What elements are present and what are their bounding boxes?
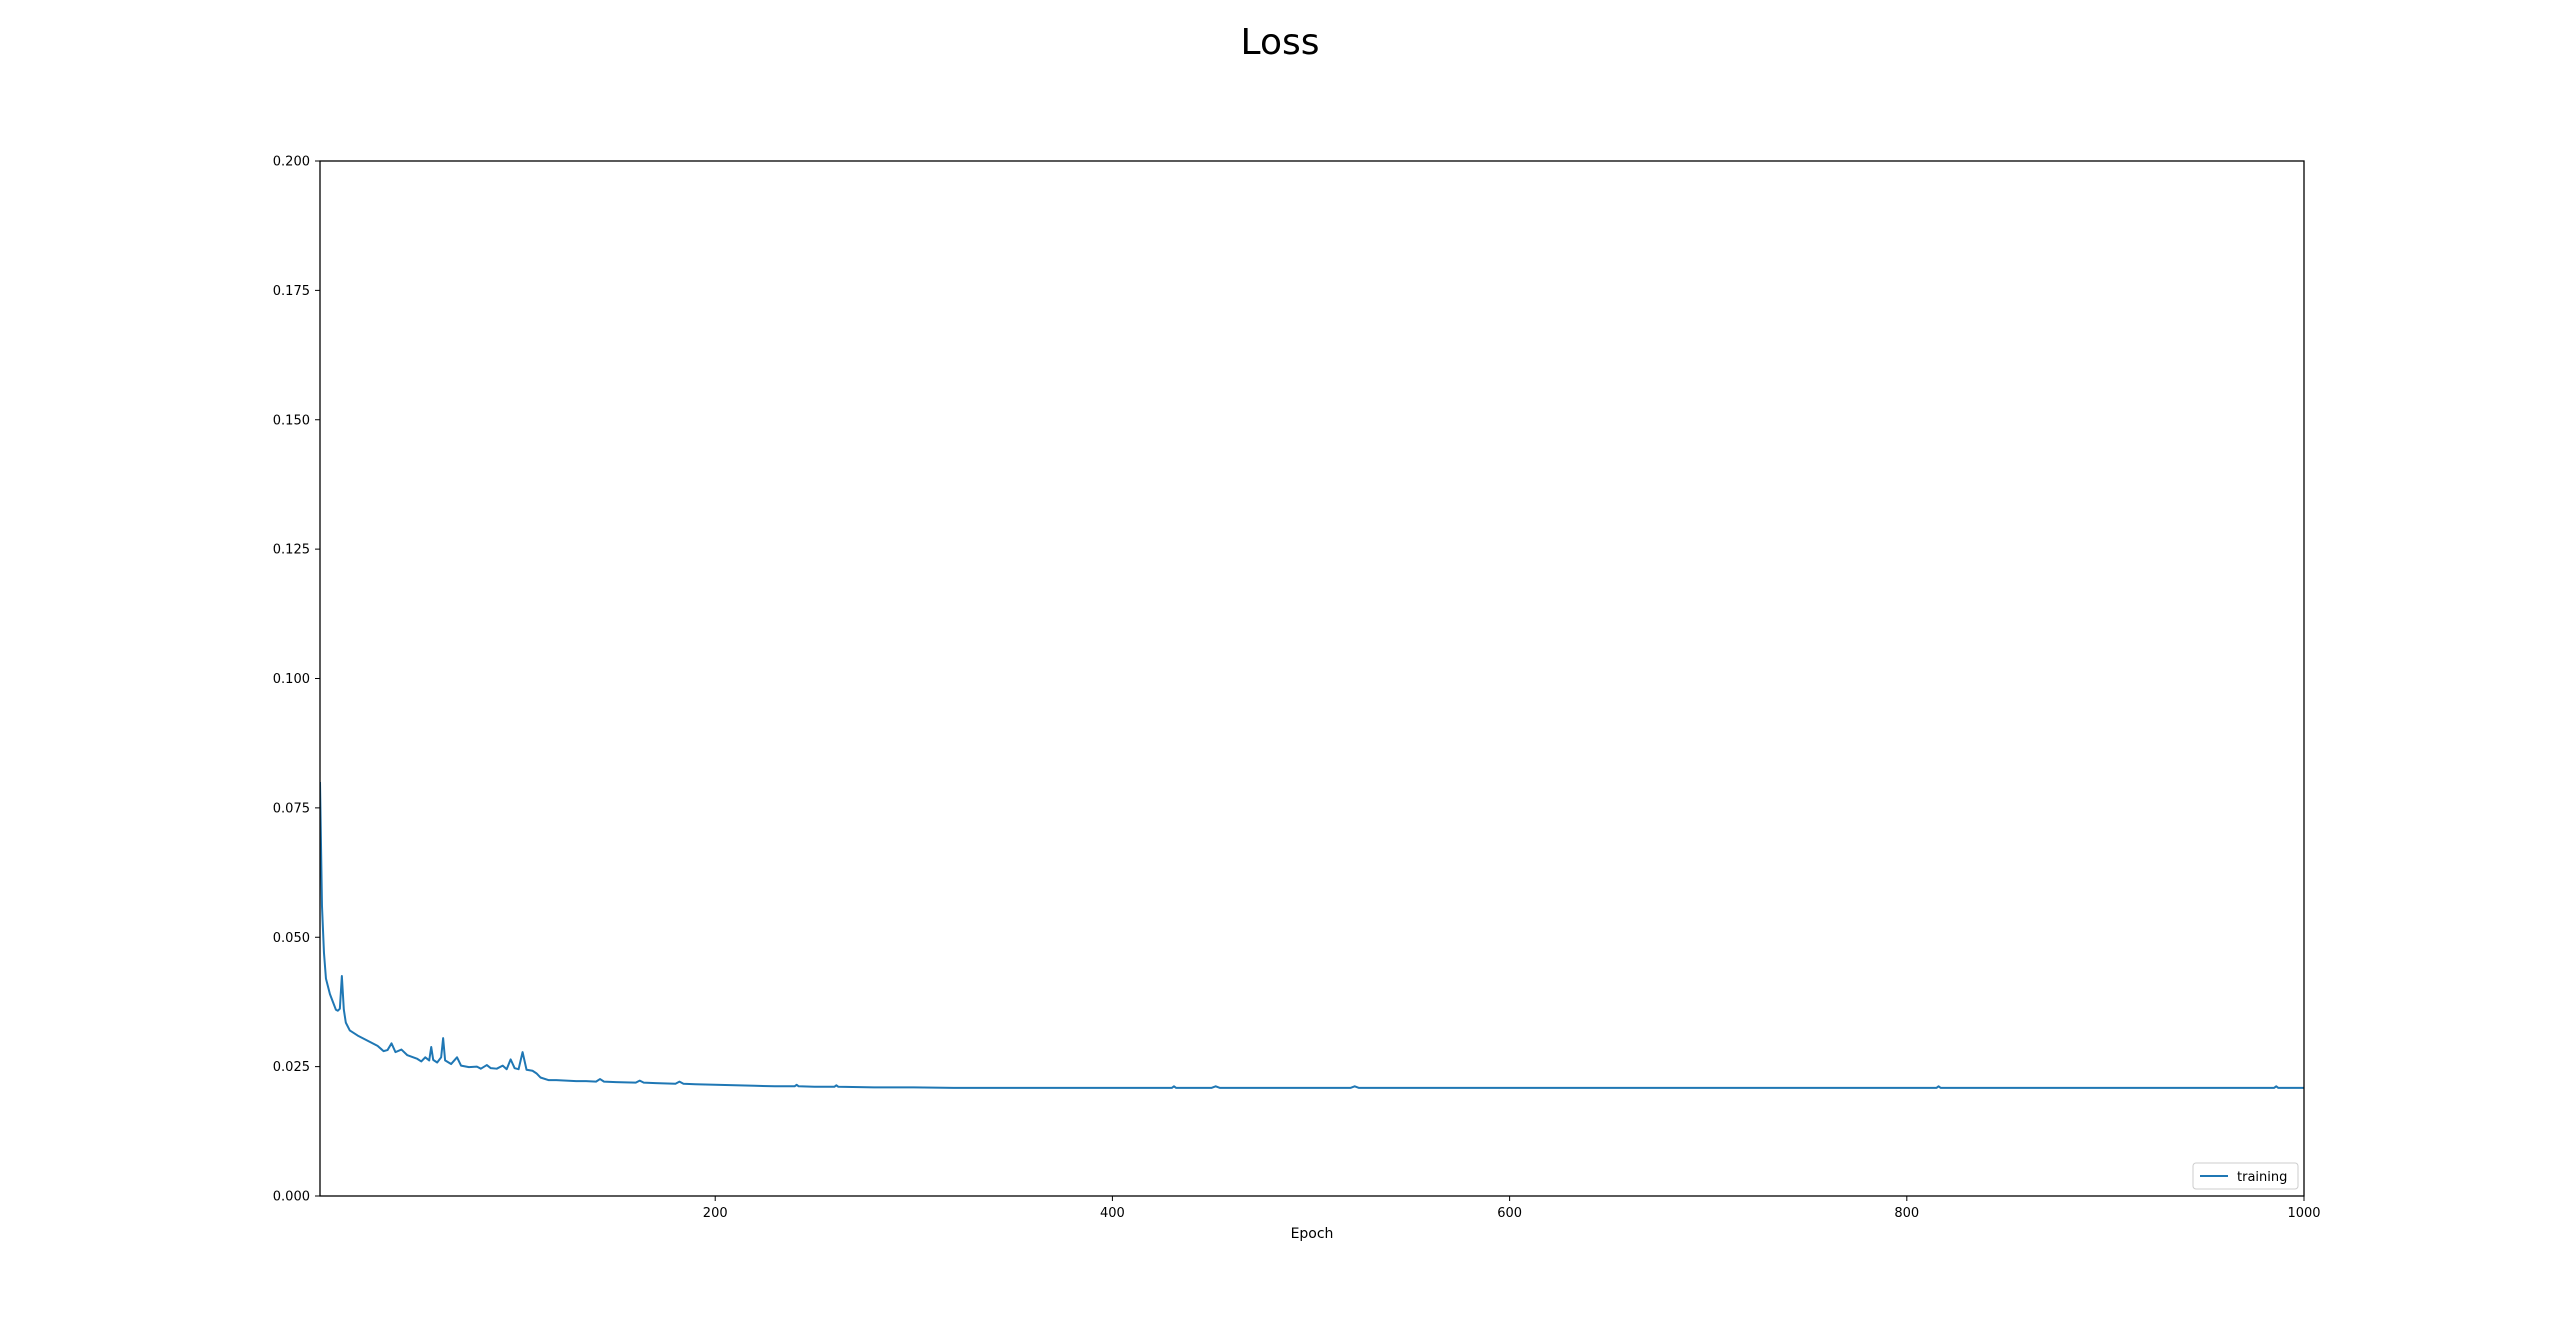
x-tick-label: 600 bbox=[1497, 1206, 1522, 1221]
y-axis-ticks: 0.000 0.025 0.050 0.075 0.100 0.125 0.150 0.175… bbox=[273, 155, 320, 1205]
series-line-training bbox=[320, 781, 2304, 1089]
y-tick-label: 0.025 bbox=[273, 1060, 310, 1075]
legend-label-training: training bbox=[2237, 1170, 2287, 1185]
series-layer bbox=[320, 781, 2304, 1089]
y-tick-label: 0.125 bbox=[273, 543, 310, 558]
x-axis-ticks: 200 400 600 800 1000 bbox=[703, 1196, 2321, 1221]
x-tick-label: 800 bbox=[1894, 1206, 1919, 1221]
y-tick-label: 0.100 bbox=[273, 672, 310, 687]
y-tick-label: 0.000 bbox=[273, 1190, 310, 1205]
x-tick-label: 400 bbox=[1100, 1206, 1125, 1221]
plot-frame bbox=[319, 160, 2305, 1197]
y-tick-label: 0.200 bbox=[273, 155, 310, 170]
y-tick-label: 0.050 bbox=[273, 931, 310, 946]
plot-area bbox=[320, 781, 2304, 1089]
y-tick-label: 0.175 bbox=[273, 284, 310, 299]
x-tick-label: 200 bbox=[703, 1206, 728, 1221]
chart-title: Loss bbox=[1241, 22, 1320, 63]
x-axis-label: Epoch bbox=[1291, 1226, 1334, 1242]
y-tick-label: 0.075 bbox=[273, 801, 310, 816]
legend: training bbox=[2192, 1162, 2299, 1190]
legend-box bbox=[2192, 1162, 2299, 1190]
y-tick-label: 0.150 bbox=[273, 413, 310, 428]
x-tick-label: 1000 bbox=[2287, 1206, 2320, 1221]
